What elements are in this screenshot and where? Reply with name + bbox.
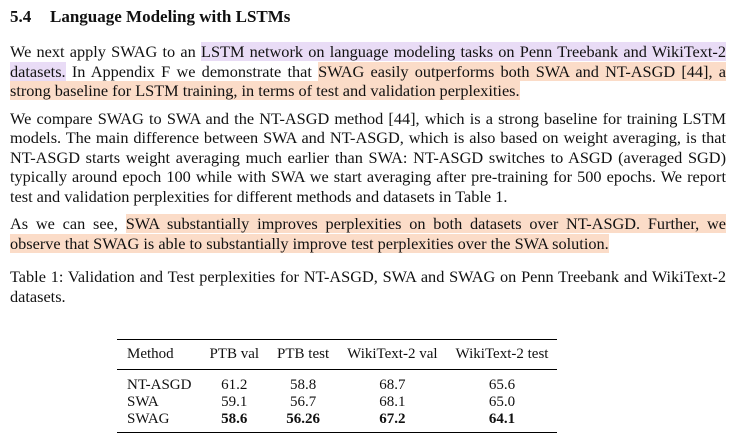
header-wt2-val: WikiText-2 val [347, 346, 438, 362]
paragraph-results: As we can see, SWA substantially improve… [10, 214, 726, 253]
cell-wt2-val: 68.7 [379, 377, 406, 393]
paragraph-intro: We next apply SWAG to an LSTM network on… [10, 42, 726, 101]
cell-wt2-test: 64.1 [488, 411, 516, 427]
paragraph-intro-part1: We next apply SWAG to an [10, 42, 202, 61]
section-title: Language Modeling with LSTMs [50, 7, 291, 26]
table-header-row: Method PTB val PTB test WikiText-2 val W… [117, 339, 558, 370]
highlight-swa-improves: SWA substantially improves perplexities … [10, 214, 726, 253]
cell-wt2-test: 65.6 [488, 377, 516, 393]
cell-ptb-test: 58.8 [289, 377, 317, 393]
header-wt2-test: WikiText-2 test [455, 346, 549, 362]
section-heading: 5.4 Language Modeling with LSTMs [10, 6, 726, 28]
cell-wt2-test: 65.0 [488, 394, 516, 410]
section-number: 5.4 [10, 7, 32, 26]
header-method: Method [127, 346, 174, 362]
cell-ptb-val: 59.1 [221, 394, 248, 410]
table-row: NT-ASGD 61.2 58.8 68.7 65.6 [117, 370, 557, 395]
cell-ptb-val: 58.6 [221, 411, 248, 427]
cell-ptb-test: 56.26 [286, 411, 320, 427]
cell-ptb-val: 61.2 [221, 377, 248, 393]
paper-page: 5.4 Language Modeling with LSTMs We next … [10, 6, 726, 316]
cell-wt2-val: 67.2 [379, 411, 406, 427]
results-table-wrapper: Method PTB val PTB test WikiText-2 val W… [117, 339, 558, 433]
table-caption: Table 1: Validation and Test perplexitie… [10, 267, 726, 306]
cell-method: NT-ASGD [127, 377, 192, 393]
header-ptb-test: PTB test [277, 346, 330, 362]
cell-wt2-val: 68.1 [379, 394, 406, 410]
paragraph-comparison: We compare SWAG to SWA and the NT-ASGD m… [10, 108, 726, 206]
table-row: SWA 59.1 56.7 68.1 65.0 [117, 394, 557, 411]
cell-method: SWAG [127, 411, 170, 427]
cell-ptb-test: 56.7 [289, 394, 317, 410]
paragraph-results-part1: As we can see, [10, 214, 126, 233]
header-ptb-val: PTB val [209, 346, 260, 362]
table-row: SWAG 58.6 56.26 67.2 64.1 [117, 411, 558, 433]
cell-method: SWA [127, 394, 159, 410]
paragraph-intro-part3: In Appendix F we demonstrate that [65, 61, 319, 81]
results-table: Method PTB val PTB test WikiText-2 val W… [117, 339, 558, 433]
